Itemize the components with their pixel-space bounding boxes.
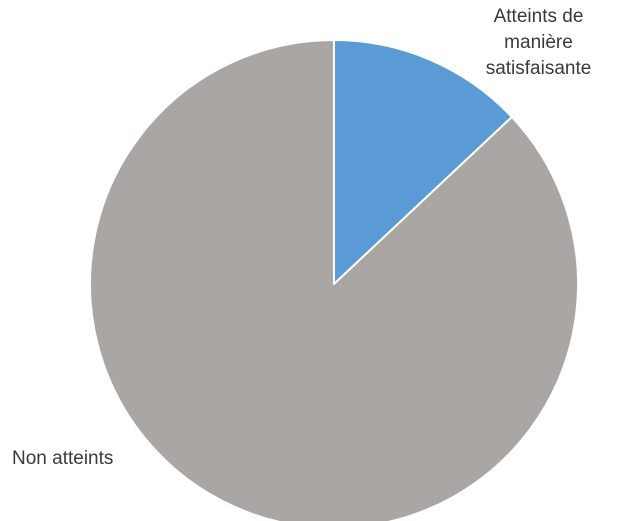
pie-slice-non-atteints	[89, 39, 579, 521]
pie-slice-atteints-satisfaisante	[333, 39, 513, 285]
slice-label-non-atteints: Non atteints	[12, 448, 114, 469]
slice-label-atteints-satisfaisante: Atteints de manière satisfaisante	[485, 6, 592, 79]
